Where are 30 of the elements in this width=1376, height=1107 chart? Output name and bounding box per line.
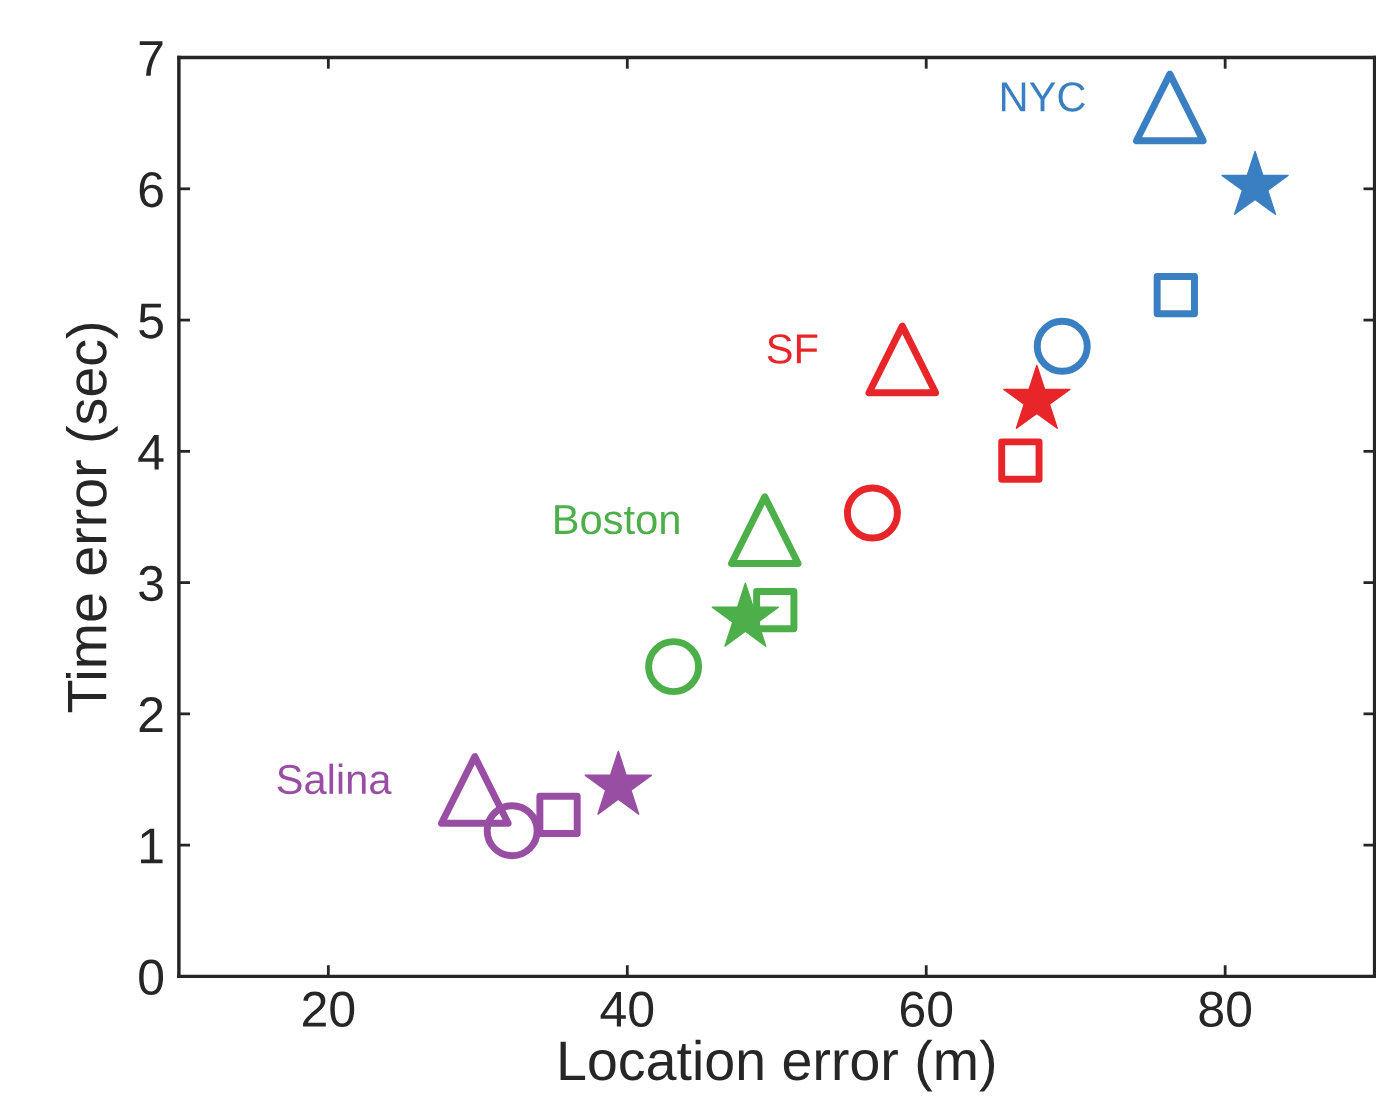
- series-label: SF: [767, 334, 818, 364]
- point: [1033, 317, 1091, 375]
- x-tick-label: 20: [303, 991, 355, 1027]
- point: [1133, 70, 1207, 145]
- point: [438, 753, 512, 827]
- point: [536, 792, 581, 838]
- point: [865, 322, 940, 397]
- y-tick-label: 5: [139, 303, 163, 339]
- y-tick-label: 0: [139, 959, 164, 995]
- y-tick-label: 4: [138, 435, 164, 470]
- point: [727, 493, 802, 567]
- point: [1153, 273, 1198, 318]
- y-tick-label: 3: [139, 565, 163, 602]
- point: [843, 484, 901, 542]
- y-tick-label: 6: [139, 172, 163, 208]
- series-label: Boston: [555, 505, 679, 535]
- y-axis-title: Time error (sec): [65, 323, 118, 713]
- x-axis-title: Location error (m): [560, 1039, 995, 1092]
- series-label: NYC: [1001, 82, 1085, 112]
- point: [753, 588, 798, 633]
- point: [998, 438, 1043, 483]
- x-tick-label: 80: [1199, 991, 1252, 1027]
- series-label: Salina: [277, 763, 392, 795]
- y-tick-label: 1: [141, 828, 163, 864]
- x-tick-label: 60: [900, 991, 953, 1027]
- y-tick-label: 2: [139, 697, 163, 732]
- x-tick-label: 40: [600, 991, 654, 1027]
- y-tick-label: 7: [139, 41, 163, 76]
- point: [645, 638, 703, 696]
- point: [483, 802, 541, 860]
